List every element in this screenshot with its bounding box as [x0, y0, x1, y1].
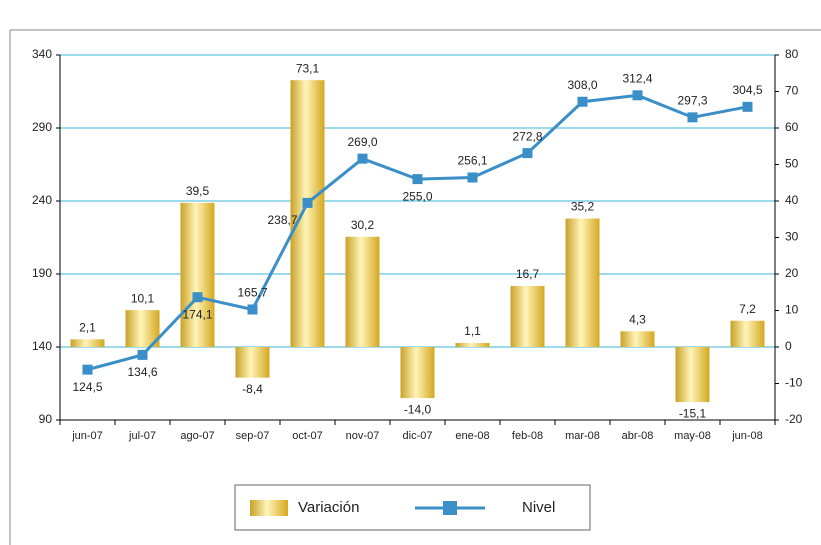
x-tick-label: ago-07 — [180, 430, 214, 442]
legend-box — [234, 484, 591, 531]
bar — [180, 202, 215, 347]
bar-label: 39,5 — [186, 184, 210, 198]
x-tick-label: oct-07 — [292, 430, 323, 442]
line-label: 124,5 — [72, 380, 102, 394]
legend-label: Variación — [298, 499, 359, 516]
bar — [70, 339, 105, 347]
line-label: 308,0 — [567, 78, 597, 92]
marker — [137, 349, 148, 360]
y-tick-label: 340 — [32, 47, 52, 61]
marker — [192, 292, 203, 303]
line-label: 312,4 — [622, 71, 652, 85]
line-label: 269,0 — [347, 135, 377, 149]
bar-label: 7,2 — [739, 302, 756, 316]
y2-tick-label: -20 — [785, 412, 803, 426]
bar-label: -8,4 — [242, 382, 263, 396]
y2-tick-label: 50 — [785, 157, 799, 171]
marker — [742, 101, 753, 112]
line-label: 297,3 — [677, 94, 707, 108]
bar — [510, 286, 545, 347]
y-tick-label: 290 — [32, 120, 52, 134]
marker — [247, 304, 258, 315]
bar — [620, 331, 655, 347]
bar — [290, 80, 325, 347]
x-tick-label: sep-07 — [236, 430, 270, 442]
line-label: 165,7 — [237, 286, 267, 300]
x-tick-label: nov-07 — [346, 430, 380, 442]
bar — [455, 342, 490, 347]
bar — [345, 236, 380, 347]
x-tick-label: dic-07 — [403, 430, 433, 442]
marker — [687, 112, 698, 123]
y2-tick-label: 70 — [785, 84, 799, 98]
bar-label: 30,2 — [351, 218, 375, 232]
bar-label: -15,1 — [679, 406, 707, 420]
bar — [675, 347, 710, 403]
bar-label: 1,1 — [464, 324, 481, 338]
y-tick-label: 190 — [32, 266, 52, 280]
x-tick-label: mar-08 — [565, 430, 600, 442]
marker — [412, 174, 423, 185]
legend-label: Nivel — [522, 499, 555, 516]
y2-tick-label: 30 — [785, 230, 799, 244]
y2-tick-label: -10 — [785, 376, 803, 390]
bar-label: 16,7 — [516, 267, 540, 281]
x-tick-label: abr-08 — [622, 430, 654, 442]
bar-label: 10,1 — [131, 291, 155, 305]
y2-tick-label: 0 — [785, 339, 792, 353]
x-tick-label: feb-08 — [512, 430, 543, 442]
line-label: 304,5 — [732, 83, 762, 97]
y-tick-label: 240 — [32, 193, 52, 207]
line-label: 256,1 — [457, 154, 487, 168]
line-label: 134,6 — [127, 365, 157, 379]
bar-label: 4,3 — [629, 312, 646, 326]
bar-label: -14,0 — [404, 402, 432, 416]
bar-label: 73,1 — [296, 61, 320, 75]
y2-tick-label: 80 — [785, 47, 799, 61]
x-tick-label: ene-08 — [455, 430, 489, 442]
bar — [565, 218, 600, 347]
bar-label: 2,1 — [79, 321, 96, 335]
marker — [467, 172, 478, 183]
legend-swatch — [250, 500, 288, 516]
marker — [522, 148, 533, 159]
marker — [577, 96, 588, 107]
line-label: 174,1 — [182, 307, 212, 321]
y2-tick-label: 40 — [785, 193, 799, 207]
x-tick-label: jul-07 — [128, 430, 156, 442]
marker — [632, 90, 643, 101]
marker — [302, 197, 313, 208]
legend-marker — [443, 501, 457, 515]
x-tick-label: jun-08 — [731, 430, 763, 442]
marker — [82, 364, 93, 375]
x-tick-label: may-08 — [674, 430, 711, 442]
y2-tick-label: 10 — [785, 303, 799, 317]
line-label: 272,8 — [512, 129, 542, 143]
bar-label: 35,2 — [571, 200, 595, 214]
y2-tick-label: 20 — [785, 266, 799, 280]
marker — [357, 153, 368, 164]
bar — [730, 320, 765, 347]
y-tick-label: 140 — [32, 339, 52, 353]
line-label: 238,7 — [267, 213, 297, 227]
x-tick-label: jun-07 — [71, 430, 103, 442]
bar — [400, 347, 435, 399]
y2-tick-label: 60 — [785, 120, 799, 134]
y-tick-label: 90 — [39, 412, 53, 426]
bar — [235, 347, 270, 378]
line-label: 255,0 — [402, 189, 432, 203]
